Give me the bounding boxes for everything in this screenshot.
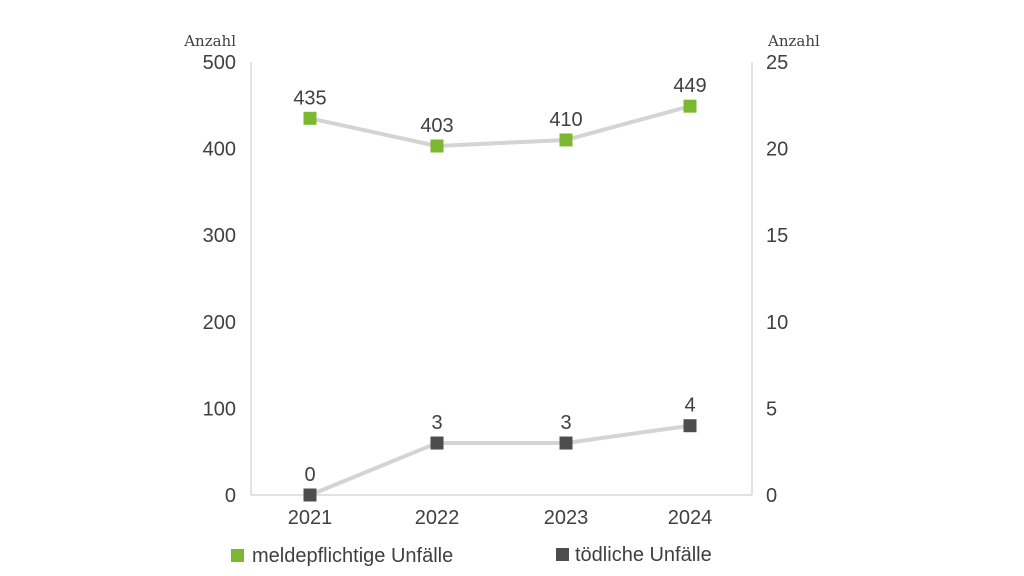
left-tick-label: 200 [203,312,236,334]
right-tick-label: 25 [766,52,788,74]
data-point-marker[interactable] [430,139,444,153]
legend: meldepflichtige Unfälle tödliche Unfälle [231,544,712,567]
right-tick-label: 15 [766,225,788,247]
data-point-marker[interactable] [559,133,573,147]
left-tick-label: 0 [225,485,236,507]
data-label: 410 [549,109,582,131]
series-meldepflichtige: 435 403 410 449 [293,75,707,153]
data-label: 403 [420,115,453,137]
left-tick-label: 100 [203,398,236,420]
x-tick-label: 2021 [288,507,333,529]
series-line [309,104,691,149]
series-layer: 435 403 410 449 0 3 3 4 [293,75,707,502]
data-point-marker[interactable] [303,111,317,125]
data-label: 435 [293,87,326,109]
data-label: 3 [560,412,571,434]
data-point-marker[interactable] [683,419,697,433]
data-label: 0 [304,464,315,486]
left-tick-label: 300 [203,225,236,247]
legend-swatch-toedliche [556,548,569,561]
legend-item-toedliche[interactable]: tödliche Unfälle [556,544,712,566]
left-axis-ticks: 0 100 200 300 400 500 [203,52,236,507]
right-tick-label: 5 [766,398,777,420]
x-axis-ticks: 2021 2022 2023 2024 [288,507,713,529]
x-tick-label: 2022 [415,507,460,529]
legend-label-meldepflichtige: meldepflichtige Unfälle [252,545,453,567]
right-tick-label: 10 [766,312,788,334]
x-tick-label: 2024 [668,507,713,529]
left-tick-label: 400 [203,139,236,161]
left-tick-label: 500 [203,52,236,74]
data-label: 3 [431,412,442,434]
left-axis-title: Anzahl [183,32,236,50]
legend-item-meldepflichtige[interactable]: meldepflichtige Unfälle [231,545,453,567]
x-tick-label: 2023 [544,507,589,529]
data-point-marker[interactable] [559,436,573,450]
series-line [309,423,691,497]
right-tick-label: 20 [766,139,788,161]
right-axis-ticks: 0 5 10 15 20 25 [766,52,788,507]
data-label: 449 [673,75,706,97]
data-label: 4 [684,395,695,417]
right-axis-title: Anzahl [767,32,820,50]
right-tick-label: 0 [766,485,777,507]
legend-swatch-meldepflichtige [231,549,244,562]
data-point-marker[interactable] [430,436,444,450]
data-point-marker[interactable] [303,488,317,502]
data-point-marker[interactable] [683,99,697,113]
series-toedliche: 0 3 3 4 [303,395,697,502]
legend-label-toedliche: tödliche Unfälle [575,544,712,566]
